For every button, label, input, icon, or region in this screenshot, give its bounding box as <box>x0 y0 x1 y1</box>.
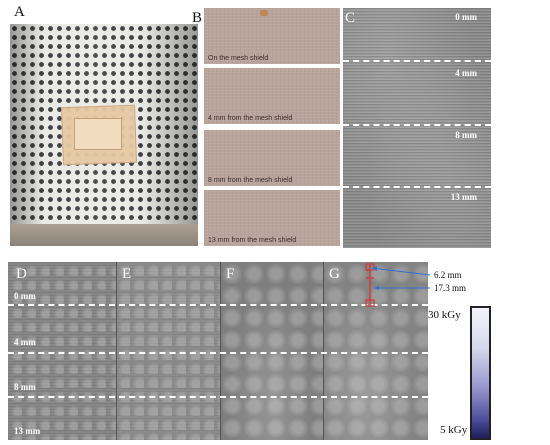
panel-label-e: E <box>122 266 132 282</box>
depth-label: 0 mm <box>14 291 36 301</box>
panel-d-image <box>8 262 116 440</box>
depth-label: 4 mm <box>455 68 477 78</box>
scanned-film-dg: D E F G 0 mm 4 mm 8 mm 13 mm <box>8 262 428 440</box>
depth-arrows <box>371 266 431 290</box>
film-strip-8mm: 8 mm from the mesh shield <box>204 130 340 186</box>
scanned-film-c: C 0 mm 4 mm 8 mm 13 mm <box>343 8 491 248</box>
film-strip-on-shield: On the mesh shield <box>204 8 340 64</box>
colorbar-max-label: 30 kGy <box>428 309 461 321</box>
dose-colorbar <box>470 306 491 440</box>
depth-divider <box>343 60 491 62</box>
panel-e-image <box>116 262 220 440</box>
strip-caption: On the mesh shield <box>208 55 269 62</box>
depth-label: 8 mm <box>14 382 36 392</box>
mesh-shield-photo <box>10 24 198 246</box>
panel-label-b: B <box>192 10 203 26</box>
panel-label-f: F <box>226 266 235 282</box>
strip-caption: 8 mm from the mesh shield <box>208 177 293 184</box>
depth-divider <box>8 396 428 398</box>
strip-caption: 4 mm from the mesh shield <box>208 115 293 122</box>
film-strip-4mm: 4 mm from the mesh shield <box>204 68 340 124</box>
panel-f-image <box>220 262 323 440</box>
depth-divider <box>8 352 428 354</box>
film-strip-13mm: 13 mm from the mesh shield <box>204 190 340 246</box>
depth-divider <box>8 304 428 306</box>
depth-annotation-2: 17.3 mm <box>434 283 467 293</box>
depth-divider <box>343 186 491 188</box>
panel-label-d: D <box>16 266 27 282</box>
depth-annotation-1: 6.2 mm <box>434 270 462 280</box>
panel-label-c: C <box>345 10 356 26</box>
depth-divider <box>343 124 491 126</box>
depth-label: 13 mm <box>14 426 41 436</box>
depth-label: 4 mm <box>14 337 36 347</box>
depth-label: 13 mm <box>450 192 477 202</box>
depth-label: 0 mm <box>455 12 477 22</box>
panel-label-g: G <box>329 266 340 282</box>
strip-caption: 13 mm from the mesh shield <box>208 237 297 244</box>
colorbar-min-label: 5 kGy <box>440 424 468 436</box>
panel-g-image <box>323 262 428 440</box>
depth-bracket <box>365 263 375 307</box>
depth-label: 8 mm <box>455 130 477 140</box>
panel-label-a: A <box>14 4 25 20</box>
